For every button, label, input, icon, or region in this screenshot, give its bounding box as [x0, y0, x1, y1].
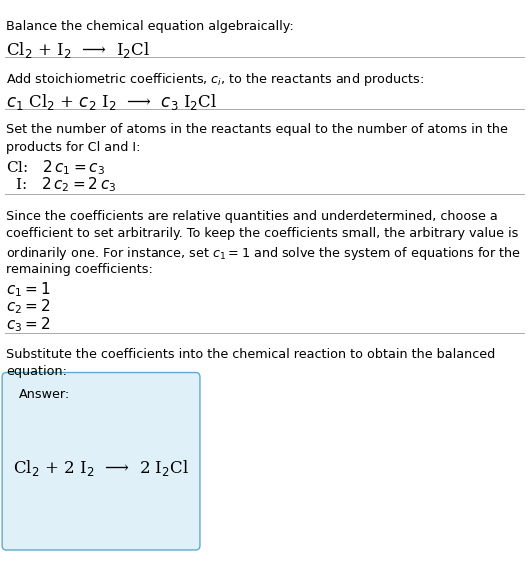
Text: $c_1 = 1$: $c_1 = 1$ — [6, 280, 51, 299]
Text: Cl:   $2\,c_1 = c_3$: Cl: $2\,c_1 = c_3$ — [6, 159, 105, 177]
Text: coefficient to set arbitrarily. To keep the coefficients small, the arbitrary va: coefficient to set arbitrarily. To keep … — [6, 227, 519, 240]
Text: I:   $2\,c_2 = 2\,c_3$: I: $2\,c_2 = 2\,c_3$ — [6, 176, 117, 194]
FancyBboxPatch shape — [2, 373, 200, 550]
Text: Since the coefficients are relative quantities and underdetermined, choose a: Since the coefficients are relative quan… — [6, 210, 498, 223]
Text: equation:: equation: — [6, 365, 67, 378]
Text: $c_1$ Cl$_2$ + $c_2$ I$_2$  ⟶  $c_3$ I$_2$Cl: $c_1$ Cl$_2$ + $c_2$ I$_2$ ⟶ $c_3$ I$_2$… — [6, 92, 218, 112]
Text: $c_3 = 2$: $c_3 = 2$ — [6, 315, 51, 334]
Text: Answer:: Answer: — [19, 388, 70, 401]
Text: Add stoichiometric coefficients, $c_i$, to the reactants and products:: Add stoichiometric coefficients, $c_i$, … — [6, 71, 424, 88]
Text: ordinarily one. For instance, set $c_1 = 1$ and solve the system of equations fo: ordinarily one. For instance, set $c_1 =… — [6, 245, 522, 262]
Text: Balance the chemical equation algebraically:: Balance the chemical equation algebraica… — [6, 20, 294, 33]
Text: Cl$_2$ + 2 I$_2$  ⟶  2 I$_2$Cl: Cl$_2$ + 2 I$_2$ ⟶ 2 I$_2$Cl — [13, 458, 189, 478]
Text: Substitute the coefficients into the chemical reaction to obtain the balanced: Substitute the coefficients into the che… — [6, 348, 496, 361]
Text: products for Cl and I:: products for Cl and I: — [6, 141, 141, 154]
Text: remaining coefficients:: remaining coefficients: — [6, 263, 153, 276]
Text: $c_2 = 2$: $c_2 = 2$ — [6, 298, 51, 316]
Text: Set the number of atoms in the reactants equal to the number of atoms in the: Set the number of atoms in the reactants… — [6, 123, 508, 136]
Text: Cl$_2$ + I$_2$  ⟶  I$_2$Cl: Cl$_2$ + I$_2$ ⟶ I$_2$Cl — [6, 40, 151, 60]
